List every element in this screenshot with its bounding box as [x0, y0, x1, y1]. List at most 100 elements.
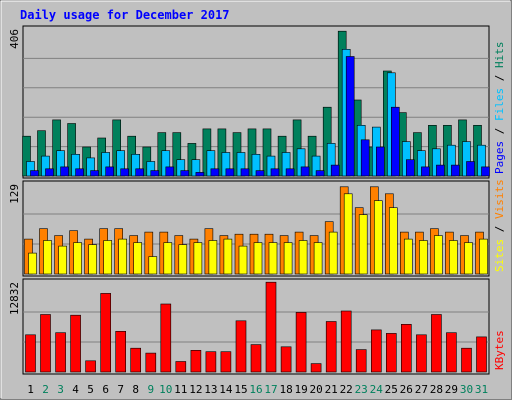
bar-sites-15 [238, 245, 248, 275]
bar-kbytes-1 [25, 334, 36, 373]
x-tick-label-29: 29 [445, 383, 458, 396]
bar-sites-26 [403, 238, 413, 275]
bar-kbytes-9 [145, 352, 157, 373]
bar-kbytes-7 [115, 330, 126, 373]
bar-kbytes-3 [55, 332, 66, 373]
bar-kbytes-30 [461, 347, 472, 373]
x-tick-label-6: 6 [102, 383, 109, 396]
bar-kbytes-21 [325, 321, 337, 373]
bar-pages-7 [120, 168, 129, 177]
x-tick-label-20: 20 [309, 383, 322, 396]
bar-pages-13 [210, 168, 220, 177]
x-tick-label-5: 5 [87, 383, 94, 396]
bar-sites-5 [88, 244, 97, 275]
x-tick-label-31: 31 [475, 383, 488, 396]
legend-files: Files [493, 88, 506, 121]
bar-kbytes-28 [431, 314, 442, 373]
legend-kbytes: KBytes [493, 330, 506, 370]
legend-separator: / [493, 68, 506, 88]
x-tick-label-1: 1 [27, 383, 34, 396]
legend: Pages / Files / Hits [493, 42, 506, 175]
x-tick-label-30: 30 [460, 383, 473, 396]
x-tick-label-12: 12 [189, 383, 202, 396]
bar-pages-1 [30, 170, 39, 177]
bar-sites-1 [28, 252, 37, 275]
bar-sites-23 [358, 214, 368, 275]
bar-kbytes-14 [220, 351, 232, 373]
bar-pages-17 [270, 168, 280, 177]
x-tick-label-25: 25 [385, 383, 398, 396]
y-max-label: 129 [8, 184, 21, 204]
bar-kbytes-13 [205, 351, 217, 373]
bar-pages-10 [165, 166, 175, 177]
bar-kbytes-19 [295, 312, 307, 373]
bar-pages-3 [60, 166, 69, 177]
legend-sites: Sites [493, 239, 506, 272]
legend-pages: Pages [493, 141, 506, 174]
bar-sites-22 [343, 193, 353, 275]
x-tick-label-18: 18 [279, 383, 292, 396]
bar-kbytes-25 [385, 333, 397, 373]
x-tick-label-22: 22 [340, 383, 353, 396]
x-tick-label-15: 15 [234, 383, 247, 396]
bar-pages-25 [390, 106, 400, 177]
x-tick-label-13: 13 [204, 383, 217, 396]
bar-pages-21 [330, 164, 340, 177]
x-tick-label-3: 3 [57, 383, 64, 396]
bar-sites-10 [163, 242, 173, 275]
chart-title: Daily usage for December 2017 [20, 8, 230, 22]
bar-kbytes-8 [130, 347, 141, 373]
x-axis-day-labels: 1 2 3 4 5 6 7 8 9 10 11 12 13 14 15 16 17 18 19 20 21 22 23 24 2… [27, 383, 488, 396]
bar-pages-19 [300, 166, 310, 177]
bar-pages-11 [180, 170, 190, 177]
kbytes-panel: 12832 KBytes [8, 278, 506, 375]
x-tick-label-28: 28 [430, 383, 443, 396]
bar-pages-29 [451, 164, 460, 177]
bar-kbytes-23 [355, 349, 367, 373]
bar-kbytes-15 [235, 320, 247, 373]
bar-pages-14 [225, 168, 235, 177]
bar-sites-18 [283, 242, 293, 275]
bar-sites-21 [328, 231, 338, 275]
x-tick-label-2: 2 [42, 383, 49, 396]
bar-pages-15 [240, 168, 250, 177]
bar-pages-9 [150, 170, 160, 177]
bar-sites-30 [464, 242, 473, 275]
bar-pages-12 [195, 172, 205, 177]
x-tick-label-4: 4 [72, 383, 79, 396]
bar-pages-24 [375, 146, 385, 177]
y-max-label: 406 [8, 29, 21, 49]
bar-sites-28 [434, 235, 443, 275]
bar-sites-11 [178, 244, 188, 275]
x-tick-label-7: 7 [117, 383, 124, 396]
bar-sites-13 [208, 240, 218, 275]
bar-kbytes-6 [100, 293, 111, 373]
x-tick-label-23: 23 [355, 383, 368, 396]
bar-sites-25 [388, 207, 398, 275]
pages-files-hits-panel: 406 Pages / Files / Hits [8, 25, 506, 179]
bar-kbytes-4 [70, 314, 81, 373]
legend: Sites / Visits [493, 179, 506, 272]
x-tick-label-26: 26 [400, 383, 413, 396]
bar-kbytes-20 [310, 363, 322, 373]
bar-pages-6 [105, 166, 114, 177]
bar-sites-16 [253, 242, 263, 275]
legend-visits: Visits [493, 179, 506, 219]
x-tick-label-14: 14 [219, 383, 233, 396]
x-tick-label-19: 19 [294, 383, 307, 396]
bar-kbytes-29 [446, 332, 457, 373]
bar-pages-2 [45, 168, 54, 177]
bar-kbytes-16 [250, 344, 262, 373]
x-tick-label-8: 8 [132, 383, 139, 396]
legend-separator: / [493, 219, 506, 239]
bar-sites-12 [193, 242, 203, 275]
bar-pages-22 [345, 56, 355, 177]
bar-sites-20 [313, 242, 323, 275]
bar-sites-29 [449, 240, 458, 275]
bar-pages-18 [285, 168, 295, 177]
bar-sites-4 [73, 242, 82, 275]
x-tick-label-16: 16 [249, 383, 262, 396]
bar-kbytes-2 [40, 314, 51, 373]
bar-kbytes-5 [85, 360, 96, 373]
